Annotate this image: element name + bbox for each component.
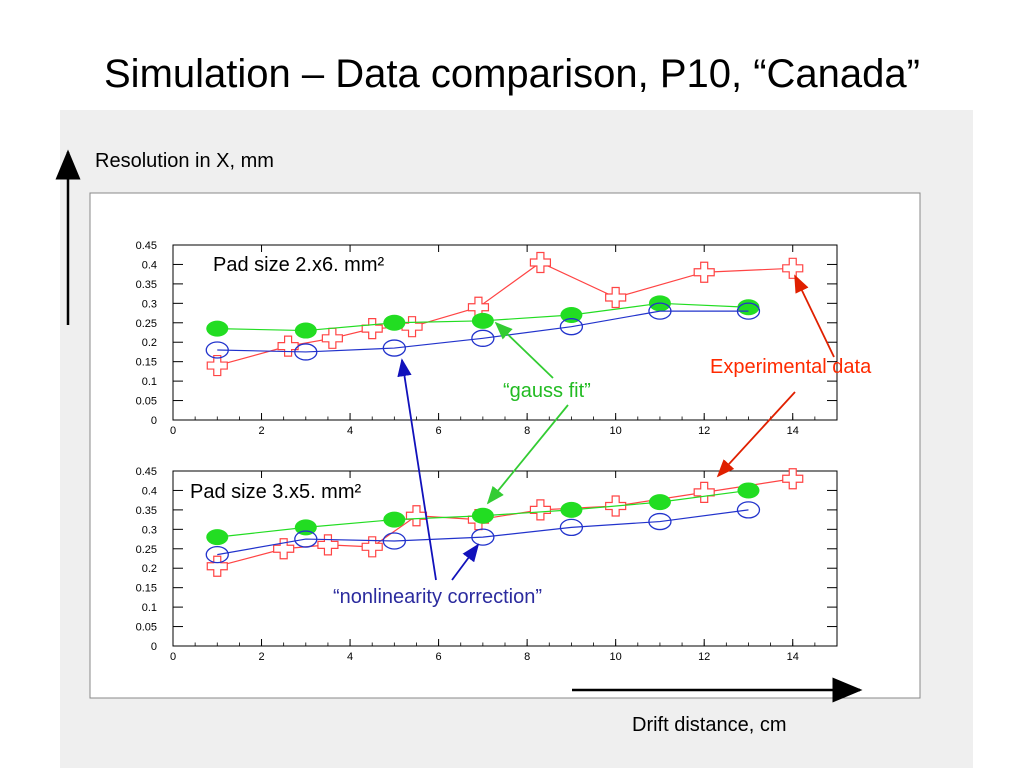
- y-tick-label: 0.3: [142, 524, 157, 536]
- y-axis-label: Resolution in X, mm: [95, 150, 274, 172]
- y-tick-label: 0.2: [142, 337, 157, 349]
- gauss-point: [648, 494, 671, 511]
- y-tick-label: 0.2: [142, 563, 157, 575]
- gauss-point: [294, 519, 317, 536]
- experimental-point: [317, 534, 339, 556]
- x-tick-label: 0: [170, 425, 176, 437]
- y-tick-label: 0.4: [142, 485, 157, 497]
- experimental-point: [693, 261, 715, 283]
- nonlinearity-series-line: [217, 310, 749, 353]
- y-tick-label: 0.25: [136, 318, 157, 330]
- experimental-point: [782, 468, 804, 490]
- nonlinearity-series-line: [217, 509, 749, 556]
- gauss-point: [294, 322, 317, 339]
- x-tick-label: 2: [258, 425, 264, 437]
- x-tick-label: 10: [610, 425, 622, 437]
- nonlinearity-point: [205, 341, 229, 359]
- y-tick-label: 0.45: [136, 466, 157, 478]
- y-tick-label: 0: [151, 415, 157, 427]
- y-tick-label: 0.4: [142, 259, 157, 271]
- x-tick-label: 14: [787, 651, 799, 663]
- x-tick-label: 10: [610, 651, 622, 663]
- experimental-point: [529, 251, 552, 274]
- nonlinearity-point: [471, 329, 495, 347]
- y-tick-label: 0.25: [136, 544, 157, 556]
- nonlinearity-point: [559, 518, 584, 537]
- y-tick-label: 0.05: [136, 622, 157, 634]
- nonlinearity-point: [559, 318, 584, 336]
- plot-bottom: 0 2 4 6 8 10 12 14 0 0.05 0.1 0.15 0.2 0.25 0.3 0.35 0.4…: [136, 466, 838, 663]
- experimental-point: [206, 354, 228, 377]
- x-tick-label: 2: [258, 651, 264, 663]
- x-tick-label: 14: [787, 425, 799, 437]
- nonlinearity-point: [294, 343, 318, 361]
- gauss-point: [471, 507, 494, 524]
- x-axis-label: Drift distance, cm: [632, 714, 787, 736]
- experimental-point: [361, 536, 383, 558]
- nonlinearity-arrow-top: [397, 358, 437, 581]
- plot-bottom-title: Pad size 3.x5. mm²: [190, 481, 362, 503]
- x-tick-label: 6: [436, 651, 442, 663]
- gauss-arrow-top: [494, 321, 554, 379]
- gauss-fit-annotation: “gauss fit”: [503, 380, 591, 402]
- gauss-point: [206, 320, 229, 337]
- gauss-point: [737, 482, 760, 499]
- y-tick-label: 0.3: [142, 298, 157, 310]
- x-tick-label: 4: [347, 425, 353, 437]
- gauss-point: [206, 529, 229, 546]
- slide-title: Simulation – Data comparison, P10, “Cana…: [104, 52, 920, 96]
- nonlinearity-point: [736, 302, 761, 320]
- gauss-arrow-bottom: [486, 404, 569, 505]
- y-tick-label: 0.35: [136, 505, 157, 517]
- nonlinearity-point: [648, 302, 672, 320]
- x-tick-label: 6: [436, 425, 442, 437]
- y-tick-label: 0.45: [136, 240, 157, 252]
- gauss-point: [737, 299, 760, 316]
- x-tick-label: 8: [524, 425, 530, 437]
- experimental-point: [529, 499, 552, 521]
- experimental-point: [693, 481, 715, 503]
- nonlinearity-point: [736, 501, 761, 519]
- x-tick-label: 8: [524, 651, 530, 663]
- experimental-point: [605, 286, 627, 309]
- y-tick-label: 0.1: [142, 602, 157, 614]
- gauss-point: [560, 307, 583, 323]
- gauss-point: [471, 312, 494, 329]
- gauss-point: [383, 314, 406, 331]
- y-tick-label: 0.15: [136, 583, 157, 595]
- nonlinearity-point: [648, 512, 672, 531]
- experimental-point: [321, 327, 343, 349]
- y-tick-label: 0.1: [142, 376, 157, 388]
- nonlinearity-arrow-bottom: [451, 543, 480, 581]
- gauss-point: [383, 511, 406, 528]
- x-tick-label: 4: [347, 651, 353, 663]
- gauss-point: [560, 501, 583, 518]
- experimental-arrow-bottom: [716, 391, 796, 478]
- plot-top-title: Pad size 2.x6. mm²: [213, 254, 385, 276]
- experimental-point: [405, 505, 428, 527]
- x-tick-label: 12: [698, 651, 710, 663]
- nonlinearity-point: [382, 532, 406, 550]
- experimental-point: [277, 335, 299, 357]
- y-tick-label: 0: [151, 641, 157, 653]
- nonlinearity-point: [471, 528, 495, 546]
- nonlinearity-point: [382, 339, 406, 357]
- y-tick-label: 0.15: [136, 357, 157, 369]
- nonlinearity-correction-annotation: “nonlinearity correction”: [333, 586, 542, 608]
- y-tick-label: 0.35: [136, 279, 157, 291]
- nonlinearity-point: [294, 530, 318, 548]
- x-tick-label: 12: [698, 425, 710, 437]
- nonlinearity-point: [205, 545, 229, 564]
- y-tick-label: 0.05: [136, 396, 157, 408]
- experimental-arrow-top: [794, 274, 835, 358]
- experimental-data-annotation: Experimental data: [710, 356, 872, 378]
- x-tick-label: 0: [170, 651, 176, 663]
- experimental-series-line: [217, 261, 793, 367]
